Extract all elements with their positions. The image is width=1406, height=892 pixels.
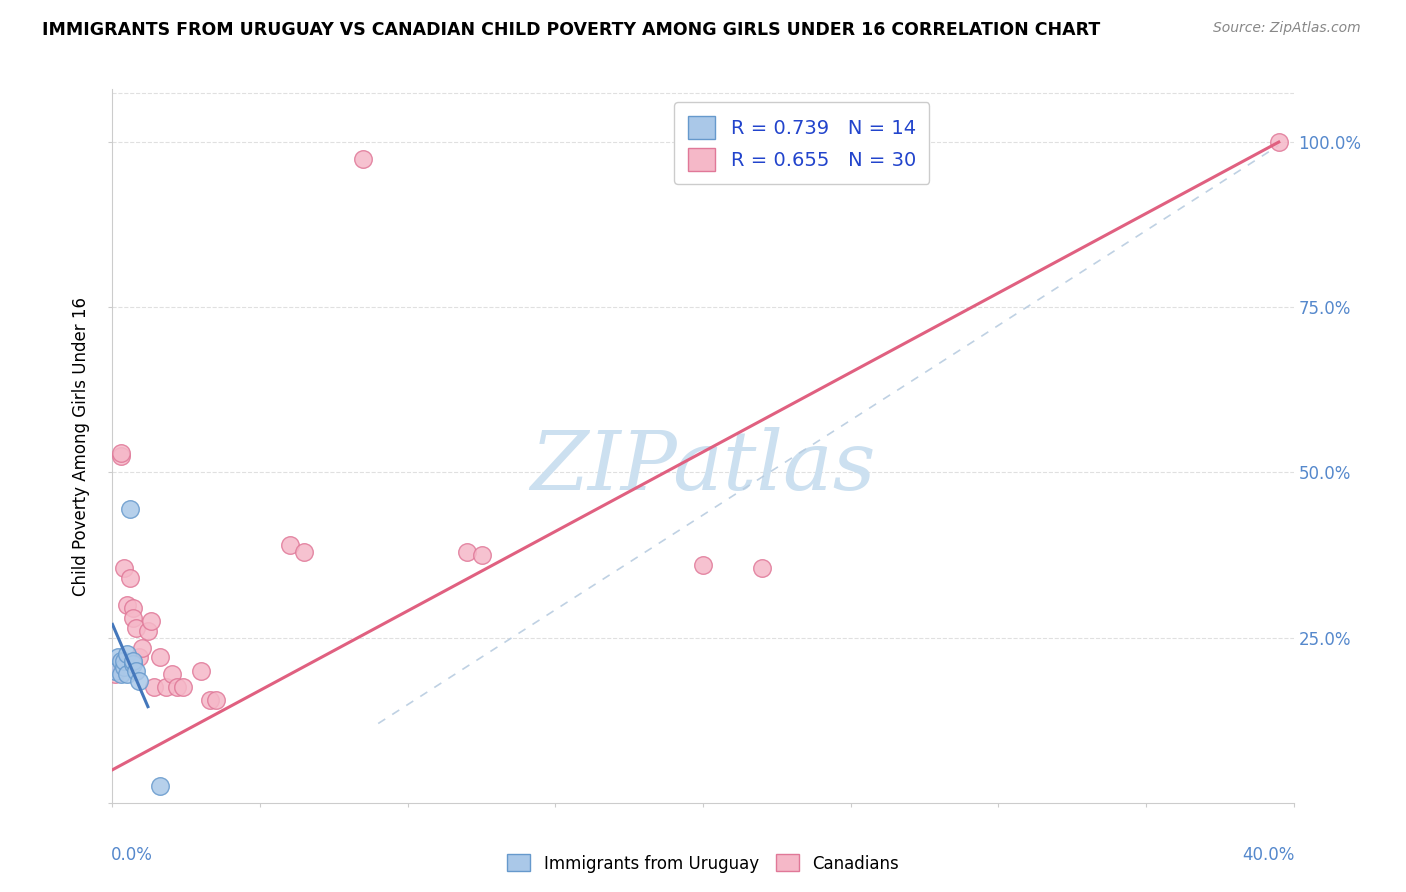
Point xyxy=(139,614,162,628)
Point xyxy=(112,660,135,674)
Point xyxy=(149,650,172,665)
Point xyxy=(190,664,212,678)
Point xyxy=(117,598,138,612)
Point xyxy=(110,654,132,668)
Point xyxy=(122,654,145,668)
Point xyxy=(160,667,183,681)
Point xyxy=(166,680,188,694)
Point xyxy=(131,640,153,655)
Text: Source: ZipAtlas.com: Source: ZipAtlas.com xyxy=(1213,21,1361,36)
Point xyxy=(122,611,145,625)
Point xyxy=(751,561,773,575)
Point xyxy=(110,449,132,463)
Point xyxy=(278,538,301,552)
Point xyxy=(120,501,142,516)
Point xyxy=(110,445,132,459)
Point xyxy=(125,621,148,635)
Point xyxy=(117,647,138,661)
Point xyxy=(128,650,150,665)
Point xyxy=(122,600,145,615)
Point xyxy=(104,667,127,681)
Point xyxy=(128,673,150,688)
Point xyxy=(112,561,135,575)
Point xyxy=(107,657,129,671)
Text: IMMIGRANTS FROM URUGUAY VS CANADIAN CHILD POVERTY AMONG GIRLS UNDER 16 CORRELATI: IMMIGRANTS FROM URUGUAY VS CANADIAN CHIL… xyxy=(42,21,1101,39)
Point xyxy=(292,545,315,559)
Legend: R = 0.739   N = 14, R = 0.655   N = 30: R = 0.739 N = 14, R = 0.655 N = 30 xyxy=(675,103,929,185)
Point xyxy=(112,654,135,668)
Text: 0.0%: 0.0% xyxy=(111,846,153,863)
Point xyxy=(125,664,148,678)
Point xyxy=(122,657,145,671)
Point xyxy=(692,558,714,572)
Point xyxy=(120,571,142,585)
Y-axis label: Child Poverty Among Girls Under 16: Child Poverty Among Girls Under 16 xyxy=(72,296,90,596)
Point xyxy=(136,624,159,638)
Point xyxy=(172,680,194,694)
Point xyxy=(142,680,165,694)
Point xyxy=(107,650,129,665)
Text: ZIPatlas: ZIPatlas xyxy=(530,427,876,508)
Point xyxy=(149,779,172,793)
Point xyxy=(104,664,127,678)
Point xyxy=(352,152,374,166)
Point xyxy=(456,545,478,559)
Legend: Immigrants from Uruguay, Canadians: Immigrants from Uruguay, Canadians xyxy=(501,847,905,880)
Point xyxy=(117,667,138,681)
Point xyxy=(205,693,228,707)
Point xyxy=(110,667,132,681)
Point xyxy=(1268,135,1291,149)
Text: 40.0%: 40.0% xyxy=(1243,846,1295,863)
Point xyxy=(470,548,494,562)
Point xyxy=(155,680,177,694)
Point xyxy=(198,693,221,707)
